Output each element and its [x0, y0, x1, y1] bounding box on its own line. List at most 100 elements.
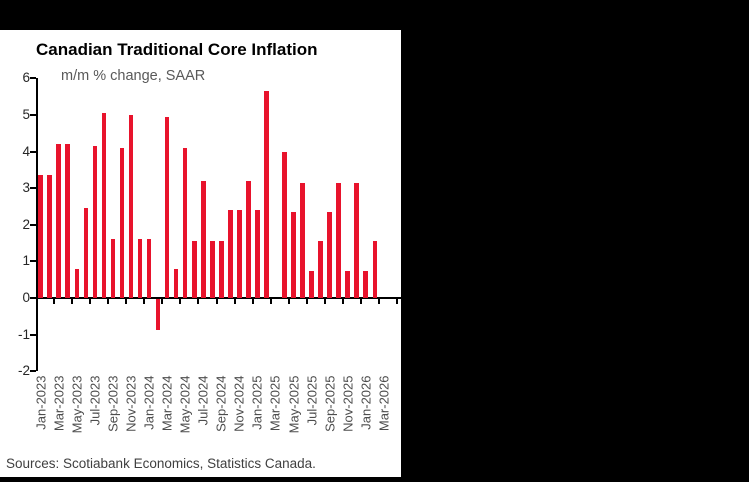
x-tick-label: Jan-2026 [358, 375, 374, 430]
x-tick-label: Jul-2023 [87, 375, 103, 426]
x-tick-label: May-2023 [69, 375, 85, 434]
bar [327, 211, 332, 298]
x-axis-tick [197, 299, 200, 304]
bar [354, 182, 360, 298]
bar [173, 268, 179, 298]
x-axis-tick [53, 299, 55, 304]
x-tick-label: Jan-2023 [33, 375, 49, 430]
y-tick-label: 4 [22, 143, 30, 159]
x-axis-tick [233, 299, 236, 304]
x-axis-line [36, 297, 411, 299]
y-tick-label: 2 [22, 216, 30, 232]
x-axis-tick [125, 299, 128, 304]
x-axis-tick [215, 299, 218, 304]
x-tick-label: Jul-2025 [304, 375, 320, 426]
bar [300, 182, 305, 298]
bar [219, 241, 224, 298]
x-axis-tick [323, 299, 326, 304]
y-tick-label: -1 [17, 326, 30, 342]
plot-area: 6 5 4 3 2 1 0 -1 -2 Jan-2023 Mar-2023 May-2023 Jul-2… [0, 30, 411, 477]
bar [83, 208, 89, 298]
bar [363, 270, 369, 298]
bar [336, 182, 341, 298]
bar [65, 144, 71, 298]
x-tick-label: May-2025 [286, 375, 302, 434]
x-tick-label: Sep-2023 [105, 375, 121, 432]
y-axis-tick [30, 333, 36, 336]
y-axis-tick [30, 370, 36, 373]
x-axis-tick [179, 299, 182, 304]
x-axis-tick [161, 299, 164, 304]
bar [209, 241, 215, 298]
x-tick-label: Jan-2024 [141, 375, 157, 430]
y-tick-label: 3 [22, 180, 30, 196]
bar [282, 151, 287, 298]
x-tick-label: Mar-2023 [51, 375, 67, 432]
y-axis-tick [30, 260, 36, 263]
x-axis-tick [269, 299, 272, 304]
x-axis-tick [71, 299, 74, 304]
y-axis-line [36, 78, 38, 372]
x-tick-label: Jan-2025 [249, 375, 265, 430]
bar [200, 180, 206, 298]
chart-subtitle: m/m % change, SAAR [61, 68, 206, 84]
y-axis-tick [30, 114, 36, 116]
bar [291, 211, 296, 298]
y-axis-tick [30, 187, 36, 190]
bar [128, 115, 134, 298]
bar [182, 147, 188, 298]
x-axis-tick [143, 299, 146, 304]
x-axis-tick [396, 299, 399, 304]
x-tick-label: May-2024 [177, 375, 193, 434]
bar [309, 270, 314, 298]
x-tick-label: Sep-2025 [322, 375, 338, 432]
bar [318, 241, 323, 298]
bar [92, 146, 98, 298]
bar [164, 116, 170, 298]
x-tick-label: Nov-2025 [340, 375, 356, 432]
y-tick-label: 0 [22, 290, 30, 305]
bar [264, 91, 269, 298]
bar [191, 241, 197, 298]
bar [56, 144, 62, 298]
x-tick-label: Jul-2024 [195, 375, 211, 426]
chart-panel: Canadian Traditional Core Inflation m/m … [0, 30, 411, 477]
source-note: Sources: Scotiabank Economics, Statistic… [6, 456, 316, 471]
bar [255, 210, 260, 298]
bar [228, 210, 233, 298]
x-axis-tick [341, 299, 344, 304]
bar [372, 241, 378, 298]
bar [146, 239, 152, 298]
y-tick-label: -2 [17, 363, 30, 379]
bar [246, 180, 251, 298]
bar [38, 175, 43, 298]
x-tick-label: Mar-2026 [376, 375, 392, 432]
y-axis-tick [30, 297, 36, 299]
bar [101, 113, 107, 298]
bar [47, 175, 53, 298]
bar [74, 268, 80, 298]
x-axis-tick [287, 299, 290, 304]
x-axis-tick [305, 299, 308, 304]
x-axis-tick [89, 299, 92, 304]
x-axis-tick [107, 299, 110, 304]
x-tick-label: Sep-2024 [213, 375, 229, 432]
x-tick-label: Mar-2024 [159, 375, 175, 432]
bar [345, 270, 350, 298]
bar [119, 147, 125, 298]
bar [137, 239, 143, 298]
bar [155, 299, 161, 331]
y-tick-label: 6 [22, 70, 30, 86]
x-axis-tick [378, 299, 381, 304]
y-tick-label: 5 [22, 107, 30, 122]
x-tick-label: Nov-2023 [123, 375, 139, 432]
x-tick-label: Mar-2025 [267, 375, 283, 432]
x-tick-label: Nov-2024 [231, 375, 247, 432]
bar [237, 210, 242, 298]
y-axis-tick [30, 150, 36, 153]
y-tick-label: 1 [22, 253, 30, 269]
chart-title: Canadian Traditional Core Inflation [36, 40, 318, 59]
x-axis-tick [360, 299, 363, 304]
y-axis-tick [30, 223, 36, 226]
